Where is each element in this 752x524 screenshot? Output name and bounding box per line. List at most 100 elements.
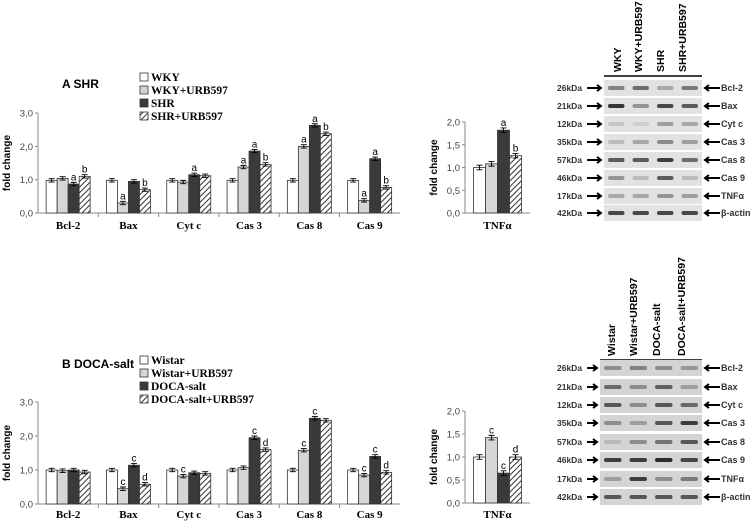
y-axis-label: fold change: [429, 139, 440, 196]
error-bar: [70, 467, 77, 473]
arrow-left-icon: [703, 156, 720, 164]
protein-band: [608, 122, 625, 126]
protein-band: [657, 86, 674, 90]
y-tick-label: 2,0: [20, 432, 33, 443]
significance-letter: d: [263, 438, 269, 449]
blot-strip: [600, 452, 702, 468]
error-bar: [180, 473, 187, 479]
bar: [166, 469, 179, 505]
bar: [308, 125, 321, 214]
significance-letter: a: [252, 139, 258, 150]
significance-letter: d: [383, 461, 389, 472]
protein-label: TNFα: [721, 474, 744, 484]
protein-band: [657, 140, 674, 144]
error-bar: [202, 173, 209, 178]
bar: [319, 133, 332, 214]
arrow-right-icon: [587, 174, 603, 182]
error-bar: [512, 454, 519, 460]
protein-band: [604, 440, 622, 444]
bar: [67, 183, 80, 214]
blot-strip: [600, 360, 702, 376]
error-bar: [229, 178, 236, 183]
error-bar: [383, 470, 390, 475]
legend-entry: Wistar+URB597: [151, 368, 233, 380]
kda-label: 12kDa: [557, 119, 582, 129]
bar: [199, 472, 212, 505]
protein-band: [604, 403, 622, 407]
bar: [237, 467, 250, 505]
error-bar: [350, 178, 357, 183]
arrow-right-icon: [587, 120, 603, 128]
y-tick-label: 1,0: [447, 453, 460, 464]
error-bar: [141, 482, 148, 487]
protein-band: [680, 440, 698, 444]
legend-entry: SHR: [151, 98, 175, 110]
bar: [226, 469, 239, 505]
chart-B-2: 0,0 1,0 2,0 3,0 fold change B DOCA-salt Wistar…: [2, 355, 400, 521]
error-bar: [476, 164, 483, 171]
protein-band: [604, 458, 622, 462]
blot-strip: [604, 98, 702, 114]
protein-band: [632, 104, 649, 108]
protein-band: [629, 440, 647, 444]
legend-swatch: [139, 368, 149, 378]
blot-strip: [604, 188, 702, 204]
protein-band: [680, 421, 698, 425]
y-tick-label: 0,0: [20, 209, 33, 220]
error-bar: [488, 161, 495, 167]
bar: [358, 474, 371, 505]
protein-band: [680, 366, 698, 370]
error-bar: [48, 178, 55, 183]
error-bar: [300, 144, 307, 149]
kda-label: 21kDa: [557, 101, 582, 111]
significance-letter: b: [513, 143, 519, 154]
error-bar: [488, 434, 495, 441]
arrow-left-icon: [703, 401, 720, 409]
error-bar: [240, 465, 247, 470]
error-bar: [383, 185, 390, 190]
legend-swatch: [139, 381, 149, 391]
error-bar: [262, 162, 269, 167]
protein-band: [629, 495, 647, 499]
protein-band: [629, 421, 647, 425]
category-label: TNFα: [483, 220, 512, 232]
significance-letter: c: [301, 439, 306, 450]
protein-band: [680, 385, 698, 389]
lane-label: DOCA-salt+URB597: [676, 257, 688, 356]
protein-band: [629, 403, 647, 407]
kda-label: 35kDa: [557, 418, 582, 428]
y-tick-label: 2,0: [20, 142, 33, 153]
arrow-left-icon: [703, 493, 720, 501]
protein-band: [655, 385, 673, 389]
legend-swatch: [139, 98, 149, 108]
error-bar: [59, 468, 66, 473]
error-bar: [48, 467, 55, 473]
error-bar: [500, 470, 507, 476]
protein-label: Cas 9: [721, 455, 745, 465]
error-bar: [262, 447, 269, 452]
protein-band: [604, 495, 622, 499]
protein-label: Cyt c: [721, 400, 743, 410]
lane-label: SHR+URB597: [677, 3, 689, 72]
error-bar: [180, 179, 187, 185]
y-tick-label: 0,5: [447, 476, 460, 487]
category-label: Cas 8: [296, 509, 322, 521]
protein-label: β-actin: [721, 492, 751, 502]
error-bar: [108, 467, 115, 473]
legend-entry: Wistar: [151, 355, 185, 367]
protein-band: [629, 385, 647, 389]
arrow-right-icon: [587, 84, 603, 92]
protein-band: [680, 403, 698, 407]
error-bar: [289, 178, 296, 183]
y-axis-label: fold change: [2, 425, 13, 482]
blot-strip: [604, 116, 702, 132]
significance-letter: c: [312, 407, 317, 418]
y-tick-label: 0,0: [447, 209, 460, 220]
protein-band: [604, 477, 622, 481]
error-bar: [300, 448, 307, 453]
y-tick-label: 0,0: [20, 500, 33, 511]
bar: [248, 150, 261, 214]
category-label: Bax: [119, 220, 138, 232]
arrow-left-icon: [703, 192, 720, 200]
protein-band: [681, 194, 698, 198]
